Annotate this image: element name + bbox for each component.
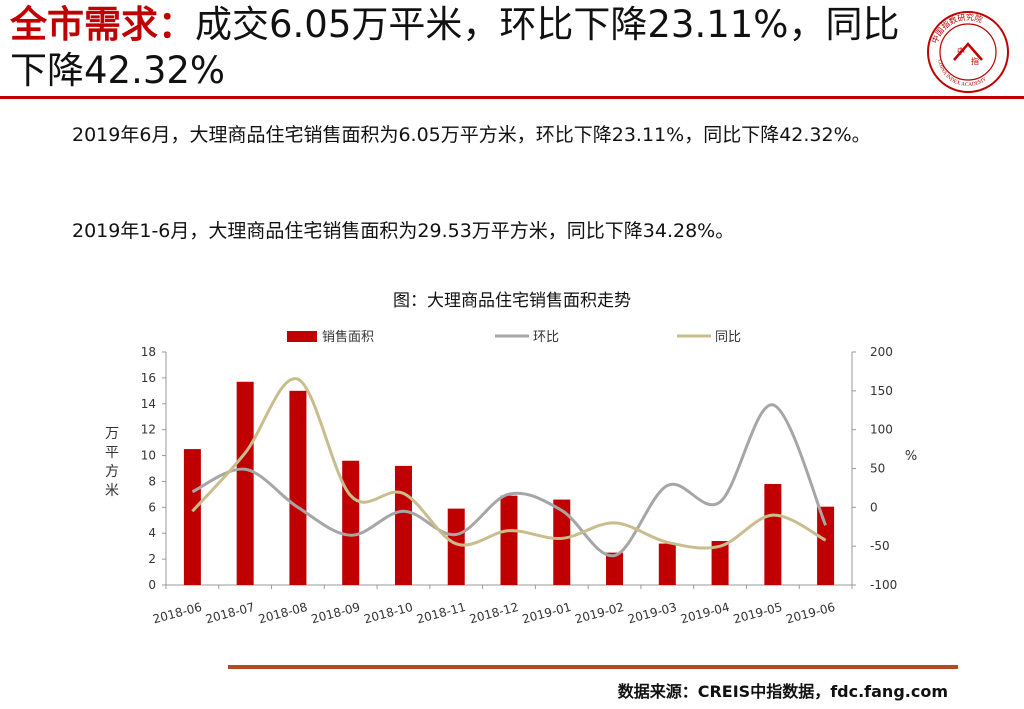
bar-sales-area (817, 506, 835, 585)
right-tick-label: 50 (870, 462, 885, 476)
chart-title: 图：大理商品住宅销售面积走势 (393, 291, 631, 311)
bar-sales-area (447, 508, 465, 585)
left-tick-label: 10 (141, 449, 156, 463)
bar-sales-area (711, 540, 729, 585)
x-tick-label: 2018-06 (151, 600, 203, 627)
bar-sales-area (764, 484, 782, 585)
paragraph-ytd: 2019年1-6月，大理商品住宅销售面积为29.53万平方米，同比下降34.28… (72, 220, 735, 242)
right-tick-label: -50 (870, 539, 890, 553)
svg-text:中国指数研究院: 中国指数研究院 (929, 12, 984, 45)
x-tick-label: 2019-02 (573, 600, 625, 627)
legend-label-sales: 销售面积 (322, 329, 374, 345)
line-mom (191, 403, 827, 558)
right-tick-label: 200 (870, 345, 893, 359)
line-yoy (191, 377, 827, 550)
left-tick-label: 18 (141, 345, 156, 359)
sales-area-chart: 0 2 4 6 8 10 12 14 16 18 -100 -50 0 50 100 150 200 2018-0… (105, 329, 917, 627)
left-tick-label: 4 (148, 526, 156, 540)
right-tick-label: -100 (870, 578, 897, 592)
y-axis-label-char: 方 (105, 464, 119, 480)
y-axis-label-char: 米 (105, 483, 119, 499)
page-title: 全市需求：成交6.05万平米，环比下降23.11%，同比下降42.32% (10, 2, 915, 94)
x-tick-label: 2018-10 (362, 600, 414, 627)
paragraph-monthly: 2019年6月，大理商品住宅销售面积为6.05万平方米，环比下降23.11%，同… (72, 124, 871, 146)
bar-sales-area (236, 381, 254, 585)
bar-sales-area (500, 495, 518, 585)
x-tick-label: 2019-06 (785, 600, 837, 627)
right-tick-label: 150 (870, 384, 893, 398)
bar-sales-area (183, 449, 201, 585)
bar-sales-area (553, 499, 571, 585)
x-tick-label: 2019-04 (679, 600, 731, 627)
x-tick-label: 2019-05 (732, 600, 784, 627)
x-tick-label: 2018-09 (310, 600, 362, 627)
left-tick-label: 8 (148, 474, 156, 488)
bar-sales-area (658, 543, 676, 585)
x-tick-label: 2018-12 (468, 600, 520, 627)
legend-swatch-sales (287, 331, 317, 342)
data-source: 数据来源：CREIS中指数据，fdc.fang.com (617, 682, 948, 701)
china-index-academy-logo: 中国指数研究院 CHINA INDEX ACADEMY 中 指 (927, 11, 1009, 93)
left-tick-label: 2 (148, 552, 156, 566)
bar-sales-area (606, 552, 624, 585)
legend-label-mom: 环比 (533, 330, 559, 345)
bar-sales-area (342, 460, 360, 585)
left-tick-label: 12 (141, 423, 156, 437)
footer-rule (228, 665, 958, 669)
bar-sales-area (394, 465, 412, 585)
x-tick-label: 2019-01 (521, 600, 573, 627)
logo-char-2: 指 (971, 56, 979, 66)
logo-char-1: 中 (957, 46, 965, 56)
right-tick-label: 0 (870, 500, 878, 514)
x-tick-label: 2019-03 (626, 600, 678, 627)
title-rule (0, 96, 1024, 99)
left-tick-label: 0 (148, 578, 156, 592)
x-tick-label: 2018-11 (415, 600, 467, 627)
x-tick-label: 2018-07 (204, 600, 256, 627)
y-axis-label-char: 平 (105, 445, 119, 461)
y-axis-label-char: 万 (105, 426, 119, 442)
y2-axis-label: % (905, 449, 917, 464)
right-tick-label: 100 (870, 423, 893, 437)
title-highlight: 全市需求： (10, 3, 195, 46)
logo-ring-cn: 中国指数研究院 (929, 12, 984, 45)
x-tick-label: 2018-08 (257, 600, 309, 627)
left-tick-label: 6 (148, 500, 156, 514)
left-tick-label: 16 (141, 371, 156, 385)
bar-sales-area (289, 390, 307, 585)
left-tick-label: 14 (141, 397, 156, 411)
title-rest: 成交6.05万平米，环比下降23.11%，同比下降42.32% (10, 3, 900, 92)
legend-label-yoy: 同比 (715, 330, 741, 345)
